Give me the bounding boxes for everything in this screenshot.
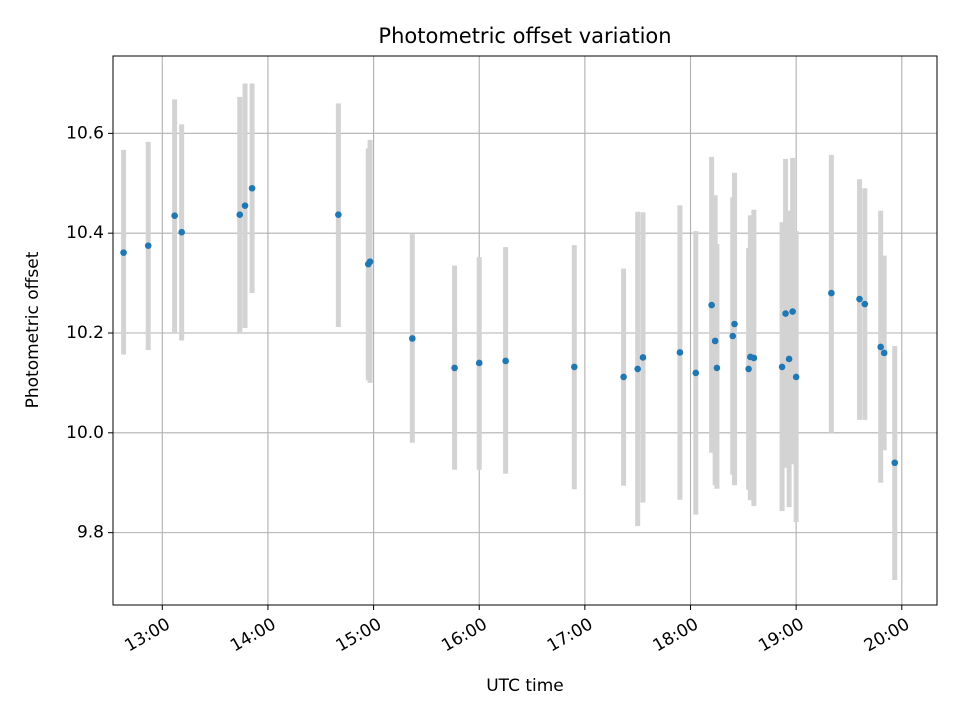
y-tick-label: 10.2	[66, 323, 104, 343]
data-point	[711, 337, 719, 345]
data-points	[120, 184, 899, 467]
plot-frame	[112, 55, 938, 606]
data-point	[248, 184, 256, 192]
y-tick-label: 9.8	[77, 523, 104, 543]
data-point	[634, 365, 641, 373]
data-point	[745, 365, 752, 373]
data-point	[570, 363, 578, 371]
chart-title: Photometric offset variation	[378, 24, 671, 48]
data-point	[171, 212, 178, 220]
y-axis: 9.8 10.0 10.2 10.4 10.6	[66, 123, 113, 543]
y-tick-label: 10.0	[66, 423, 104, 443]
x-axis-label: UTC time	[486, 676, 564, 696]
data-point	[729, 332, 737, 340]
data-point	[828, 289, 835, 297]
data-point	[409, 335, 416, 342]
data-point	[713, 364, 721, 372]
data-point	[789, 308, 796, 315]
data-point	[120, 249, 127, 256]
data-point	[639, 354, 647, 361]
data-point	[880, 349, 888, 357]
grid	[113, 56, 937, 605]
data-point	[620, 373, 627, 381]
data-point	[782, 310, 789, 317]
data-point	[335, 211, 342, 219]
y-tick-label: 10.4	[66, 223, 104, 243]
data-point	[785, 355, 793, 363]
data-point	[792, 373, 800, 381]
data-point	[241, 202, 249, 210]
data-point	[877, 343, 884, 351]
data-point	[451, 364, 458, 372]
data-point	[750, 354, 758, 362]
data-point	[692, 369, 700, 377]
data-point	[475, 359, 483, 367]
y-tick-label: 10.6	[66, 123, 104, 143]
data-point	[731, 320, 738, 328]
data-point	[144, 242, 152, 249]
data-point	[778, 363, 786, 371]
data-point	[861, 300, 869, 308]
data-point	[676, 349, 684, 356]
data-point	[891, 459, 899, 467]
data-point	[236, 211, 244, 219]
y-axis-label: Photometric offset	[23, 251, 43, 408]
data-point	[502, 357, 509, 365]
data-point	[178, 228, 185, 236]
data-point	[366, 258, 374, 265]
data-point	[856, 295, 863, 303]
data-point	[708, 301, 715, 309]
